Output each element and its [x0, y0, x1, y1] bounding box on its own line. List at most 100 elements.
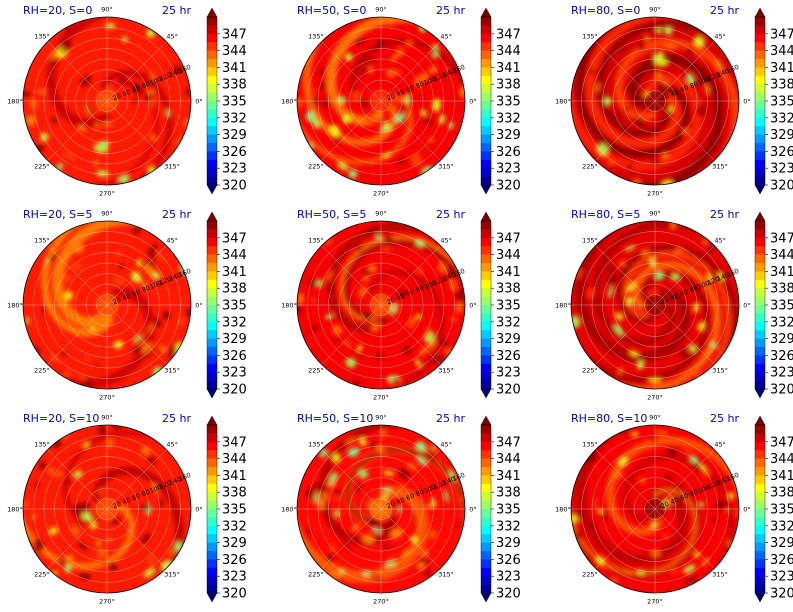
panel-time-label: 25 hr	[710, 4, 739, 17]
colorbar-tick-label: 326	[770, 145, 793, 160]
angular-gridline	[47, 41, 108, 102]
colorbar-tick-label: 335	[222, 503, 247, 518]
angle-tick-label: 180°	[555, 506, 571, 514]
field-patch	[664, 474, 673, 481]
colorbar-tick-label: 326	[496, 553, 521, 568]
colorbar-extend-min	[206, 592, 218, 603]
field-patch	[576, 268, 583, 280]
colorbar-segment	[755, 176, 765, 186]
colorbar-tick-label: 344	[222, 248, 247, 263]
field-patch	[106, 438, 114, 448]
colorbar-segment	[755, 338, 765, 348]
field-patch	[329, 569, 341, 580]
field-patch	[586, 286, 595, 299]
field-patch	[50, 353, 59, 363]
angle-tick-label: 90°	[375, 6, 387, 14]
field-patch	[589, 520, 596, 531]
field-patch	[597, 143, 609, 155]
colorbar-tick-label: 338	[770, 78, 793, 93]
angle-tick-label: 225°	[308, 571, 324, 579]
field-patch	[679, 347, 689, 358]
angular-gridline	[321, 41, 382, 102]
angle-tick-label: 315°	[164, 163, 180, 171]
radial-tick-label: 60	[679, 492, 690, 503]
field-patch	[334, 337, 340, 343]
colorbar-segment	[755, 75, 765, 85]
colorbar-segment	[481, 254, 491, 264]
colorbar-segment	[755, 254, 765, 264]
angle-tick-label: 0°	[469, 506, 476, 514]
field-patch	[359, 437, 367, 446]
colorbar-segment	[481, 288, 491, 297]
colorbar-tick-label: 329	[770, 536, 793, 551]
angle-tick-label: 45°	[714, 236, 726, 244]
colorbar-segment	[481, 584, 491, 594]
field-patch	[151, 482, 159, 494]
angle-tick-label: 45°	[440, 236, 452, 244]
field-patch	[33, 538, 44, 552]
radial-tick-label: 20	[386, 500, 397, 511]
colorbar-tick-label: 344	[222, 452, 247, 467]
angle-tick-label: 180°	[7, 506, 23, 514]
field-patch	[305, 111, 316, 122]
field-patch	[371, 576, 383, 580]
colorbar-tick-label: 320	[222, 179, 247, 194]
colorbar-tick-label: 347	[496, 435, 521, 450]
colorbar-tick-label: 320	[770, 587, 793, 602]
colorbar-segment	[755, 84, 765, 93]
field-patch	[622, 268, 630, 275]
field-patch	[671, 272, 680, 281]
colorbar-segment	[755, 229, 765, 239]
angle-tick-label: 270°	[647, 394, 663, 402]
field-patch	[147, 259, 156, 268]
polar-panel: 204060801001201401600°45°90°135°180°225°…	[281, 208, 521, 402]
colorbar-segment	[207, 441, 217, 451]
field-patch	[395, 304, 400, 315]
colorbar-segment	[481, 101, 491, 110]
field-patch	[150, 135, 156, 141]
colorbar-segment	[481, 279, 491, 289]
spiral-band	[62, 430, 171, 525]
field-patch	[385, 68, 396, 79]
angle-tick-label: 270°	[99, 190, 115, 198]
angular-gridline	[321, 304, 382, 365]
field-patch	[618, 46, 627, 53]
colorbar-tick-label: 344	[770, 248, 793, 263]
colorbar-tick-label: 332	[770, 315, 793, 330]
colorbar-segment	[481, 117, 491, 127]
colorbar-segment	[207, 237, 217, 247]
field-patch	[661, 533, 669, 539]
field-patch	[675, 246, 688, 255]
angular-gridline	[595, 41, 656, 102]
field-patch	[140, 504, 151, 512]
spiral-band	[46, 17, 115, 129]
spiral-band	[92, 466, 184, 585]
field-patch	[589, 68, 595, 75]
colorbar-segment	[207, 109, 217, 119]
field-patch	[718, 272, 724, 281]
field-patch	[332, 324, 342, 336]
field-patch	[729, 492, 735, 500]
angle-tick-label: 0°	[195, 506, 202, 514]
field-patch	[595, 82, 600, 93]
colorbar-segment	[207, 221, 217, 230]
field-patch	[34, 346, 41, 354]
field-patch	[593, 497, 598, 510]
spiral-band	[575, 221, 691, 362]
polar-panel: 204060801001201401600°45°90°135°180°225°…	[7, 4, 247, 198]
angle-tick-label: 90°	[649, 210, 661, 218]
angle-tick-label: 225°	[582, 571, 598, 579]
field-patch	[596, 556, 604, 565]
field-patch	[72, 228, 79, 233]
field-patch	[397, 158, 405, 164]
spiral-band	[41, 221, 114, 337]
colorbar-tick-label: 335	[770, 299, 793, 314]
angle-tick-label: 225°	[34, 571, 50, 579]
field-patch	[146, 29, 156, 38]
field-patch	[699, 463, 706, 471]
colorbar-segment	[755, 551, 765, 560]
field-patch	[131, 99, 138, 104]
